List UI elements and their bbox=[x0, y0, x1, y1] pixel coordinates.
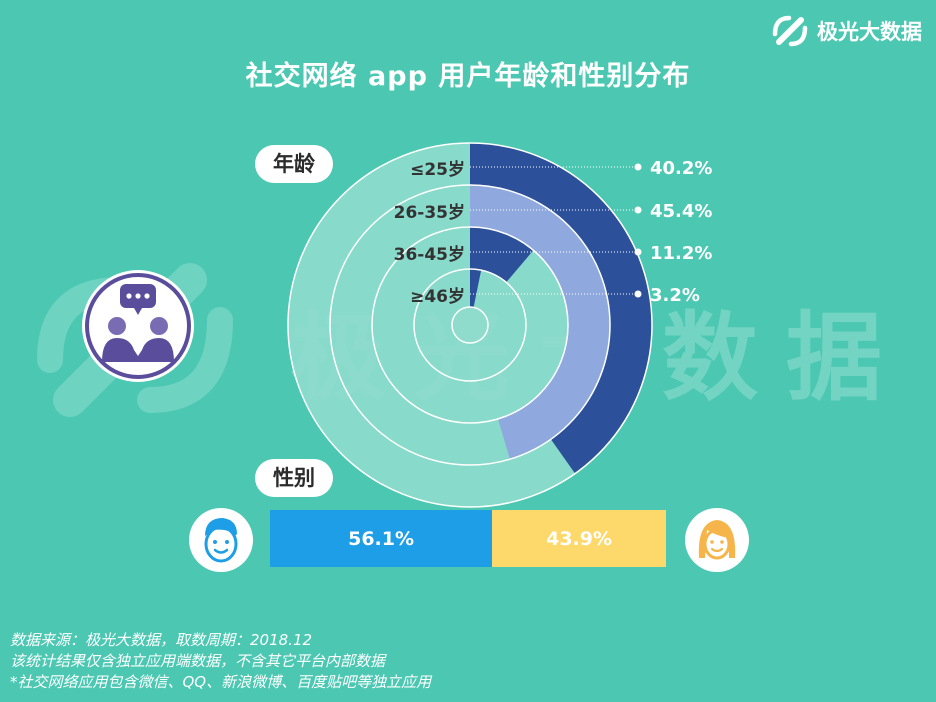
leader-dot bbox=[634, 248, 642, 256]
ring-border bbox=[371, 226, 569, 424]
male-avatar bbox=[189, 508, 253, 572]
age-section-label: 年龄 bbox=[255, 145, 333, 183]
page-title: 社交网络 app 用户年龄和性别分布 bbox=[245, 61, 691, 92]
note-line: 数据来源：极光大数据，取数周期：2018.12 bbox=[10, 631, 313, 649]
note-line: *社交网络应用包含微信、QQ、新浪微博、百度贴吧等独立应用 bbox=[10, 673, 432, 691]
note-line: 该统计结果仅含独立应用端数据，不含其它平台内部数据 bbox=[10, 652, 386, 670]
social-icon-badge bbox=[82, 270, 194, 382]
age-value-label: 3.2% bbox=[650, 285, 700, 306]
ring-group bbox=[413, 268, 527, 382]
ring-group bbox=[329, 184, 611, 466]
ring-group bbox=[371, 226, 569, 424]
ring-segment bbox=[470, 269, 482, 308]
leader-dot bbox=[634, 163, 642, 171]
ring-border bbox=[329, 184, 611, 466]
gender-bar: 56.1% 43.9% bbox=[270, 510, 666, 567]
ring-segment bbox=[470, 185, 611, 460]
male-share-label: 56.1% bbox=[348, 527, 415, 550]
ring-segment bbox=[470, 143, 652, 474]
ring-border bbox=[413, 268, 527, 382]
age-value-label: 45.4% bbox=[650, 201, 712, 222]
age-value-label: 11.2% bbox=[650, 243, 712, 264]
male-avatar-icon bbox=[191, 510, 251, 570]
age-category-label: 26-35岁 bbox=[394, 202, 465, 223]
gender-bar-male: 56.1% bbox=[270, 510, 493, 567]
female-avatar-icon bbox=[687, 510, 747, 570]
female-avatar bbox=[685, 508, 749, 572]
ring-group bbox=[287, 142, 653, 508]
age-value-label: 40.2% bbox=[650, 158, 712, 179]
female-share-label: 43.9% bbox=[546, 527, 613, 550]
age-category-label: ≤25岁 bbox=[410, 159, 465, 180]
brand-name: 极光大数据 bbox=[817, 20, 922, 44]
ring-border bbox=[287, 142, 653, 508]
age-category-label: ≥46岁 bbox=[410, 286, 465, 307]
age-category-label: 36-45岁 bbox=[394, 244, 465, 265]
ring-segment bbox=[470, 227, 534, 283]
brand-logo: 极光大数据 bbox=[769, 10, 922, 52]
jiguang-logo-icon bbox=[772, 15, 808, 47]
gender-section-label: 性别 bbox=[255, 459, 333, 497]
gender-bar-female: 43.9% bbox=[492, 510, 666, 567]
source-notes: 数据来源：极光大数据，取数周期：2018.12 该统计结果仅含独立应用端数据，不… bbox=[10, 630, 431, 693]
leader-dot bbox=[634, 206, 642, 214]
ring-hole bbox=[451, 306, 489, 344]
people-chat-icon bbox=[85, 273, 191, 379]
leader-dot bbox=[634, 290, 642, 298]
